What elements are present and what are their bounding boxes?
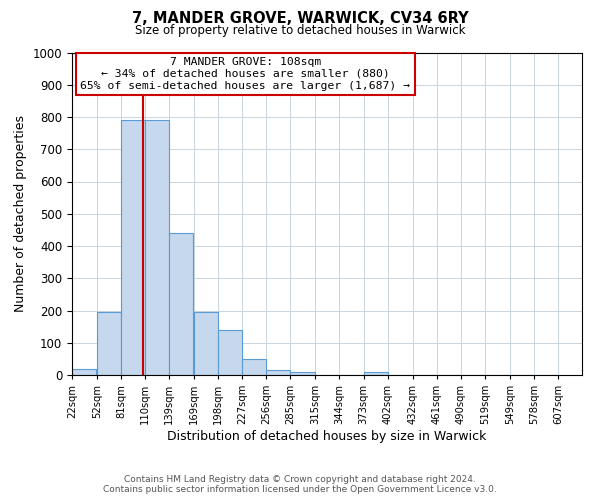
Bar [121,120,145,375]
Bar [194,312,218,375]
Bar [97,312,121,375]
X-axis label: Distribution of detached houses by size in Warwick: Distribution of detached houses by size … [167,430,487,443]
Bar [72,368,96,375]
Bar [266,370,290,375]
Bar [218,330,242,375]
Text: 7 MANDER GROVE: 108sqm
← 34% of detached houses are smaller (880)
65% of semi-de: 7 MANDER GROVE: 108sqm ← 34% of detached… [80,58,410,90]
Bar [290,372,314,375]
Bar [242,359,266,375]
Text: 7, MANDER GROVE, WARWICK, CV34 6RY: 7, MANDER GROVE, WARWICK, CV34 6RY [131,11,469,26]
Y-axis label: Number of detached properties: Number of detached properties [14,116,27,312]
Text: Contains HM Land Registry data © Crown copyright and database right 2024.
Contai: Contains HM Land Registry data © Crown c… [103,474,497,494]
Bar [364,372,388,375]
Text: Size of property relative to detached houses in Warwick: Size of property relative to detached ho… [135,24,465,37]
Bar [169,233,193,375]
Bar [145,120,169,375]
